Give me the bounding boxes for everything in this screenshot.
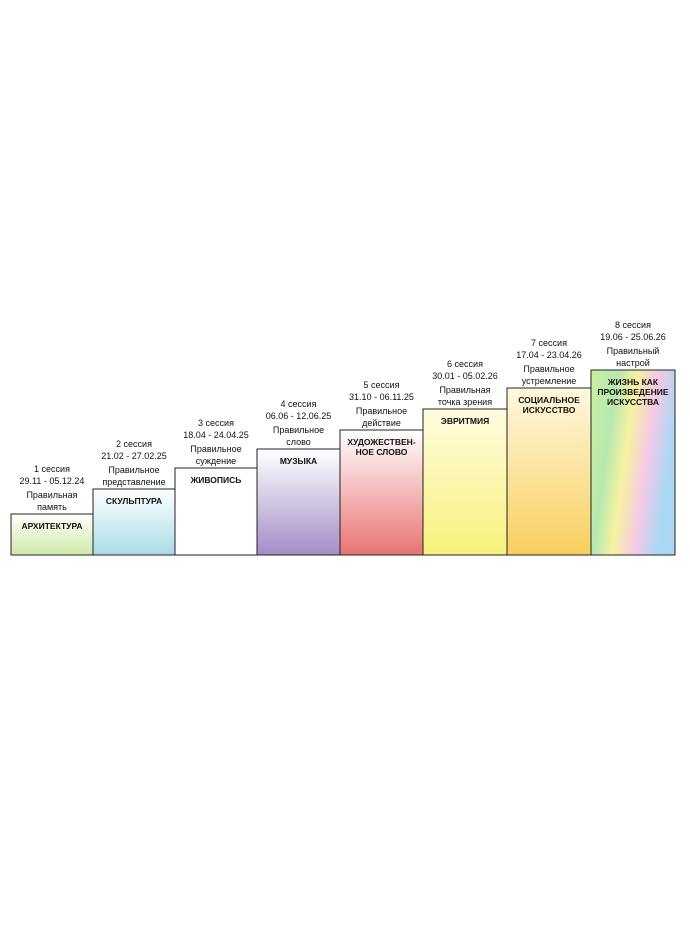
virtue: Правильное	[108, 465, 159, 475]
session-label: 4 сессия	[281, 399, 317, 409]
session-label: 3 сессия	[198, 418, 234, 428]
virtue: Правильное	[273, 425, 324, 435]
session-label: 2 сессия	[116, 439, 152, 449]
session-dates: 30.01 - 05.02.26	[432, 371, 498, 381]
step	[422, 408, 508, 556]
art-name: НОЕ СЛОВО	[356, 447, 408, 457]
virtue: слово	[286, 437, 311, 447]
virtue: Правильный	[607, 346, 660, 356]
session-label: 6 сессия	[447, 359, 483, 369]
step	[10, 513, 94, 556]
session-label: 1 сессия	[34, 464, 70, 474]
virtue: память	[37, 502, 67, 512]
session-label: 7 сессия	[531, 338, 567, 348]
step	[506, 387, 592, 556]
session-dates: 21.02 - 27.02.25	[101, 451, 167, 461]
art-name: МУЗЫКА	[280, 456, 317, 466]
session-label: 8 сессия	[615, 320, 651, 330]
art-name: СКУЛЬПТУРА	[106, 496, 162, 506]
art-name: ПРОИЗВЕДЕНИЕ	[597, 387, 668, 397]
session-dates: 18.04 - 24.04.25	[183, 430, 249, 440]
step	[92, 488, 176, 556]
virtue: действие	[362, 418, 401, 428]
session-dates: 19.06 - 25.06.26	[600, 332, 666, 342]
virtue: Правильная	[26, 490, 77, 500]
step	[256, 448, 341, 556]
art-name: ИСКУССТВА	[607, 397, 659, 407]
virtue: настрой	[616, 358, 650, 368]
step	[590, 369, 676, 556]
session-label: 5 сессия	[364, 380, 400, 390]
art-name: ХУДОЖЕСТВЕН-	[347, 437, 415, 447]
virtue: устремление	[522, 376, 576, 386]
art-name: СОЦИАЛЬНОЕ	[518, 395, 580, 405]
step	[339, 429, 424, 556]
virtue: суждение	[196, 456, 236, 466]
art-name: АРХИТЕКТУРА	[21, 521, 82, 531]
virtue: Правильное	[523, 364, 574, 374]
virtue: Правильное	[190, 444, 241, 454]
virtue: точка зрения	[438, 397, 492, 407]
session-dates: 06.06 - 12.06.25	[266, 411, 332, 421]
virtue: представление	[102, 477, 165, 487]
session-dates: 17.04 - 23.04.26	[516, 350, 582, 360]
step	[174, 467, 258, 556]
virtue: Правильное	[356, 406, 407, 416]
art-name: ИСКУССТВО	[523, 405, 576, 415]
art-name: ЖИЗНЬ КАК	[607, 377, 659, 387]
session-dates: 31.10 - 06.11.25	[349, 392, 414, 402]
session-dates: 29.11 - 05.12.24	[20, 476, 85, 486]
art-name: ЭВРИТМИЯ	[441, 416, 489, 426]
art-name: ЖИВОПИСЬ	[190, 475, 242, 485]
virtue: Правильная	[439, 385, 490, 395]
